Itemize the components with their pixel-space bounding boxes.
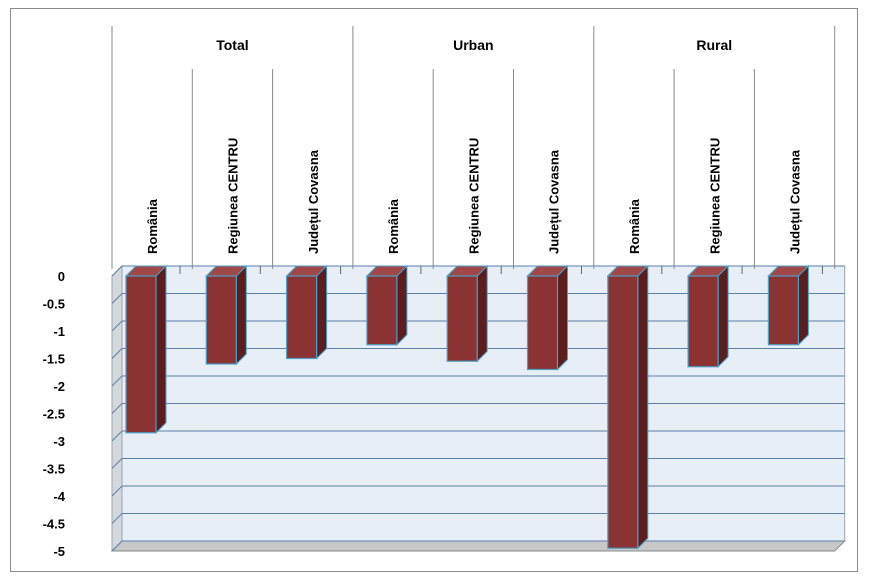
bar-rural-1: [606, 264, 650, 550]
y-tick-label: -1: [53, 324, 65, 339]
gridline: [111, 320, 845, 332]
gridline: [111, 485, 845, 497]
bar-front-face: [607, 275, 639, 549]
bar-front-face: [687, 275, 719, 368]
chart-floor: [110, 540, 846, 552]
bar-urban-2: [445, 264, 489, 363]
gridline: [111, 458, 845, 469]
bar-total-3: [285, 264, 328, 360]
gridline: [111, 265, 845, 277]
bar-total-1: [124, 264, 168, 434]
bar-rural-3: [767, 264, 810, 346]
bar-rural-2: [686, 264, 730, 368]
category-label: România: [145, 198, 160, 254]
chart-frame: Total Urban Rural România Regiunea CENTRU Jud…: [10, 8, 858, 572]
bar-side-face: [476, 264, 488, 363]
category-label: Regiunea CENTRU: [707, 138, 722, 254]
category-label: Regiunea CENTRU: [466, 138, 481, 254]
bar-total-2: [205, 264, 248, 366]
y-tick-label: -4.5: [43, 517, 65, 532]
gridline: [111, 293, 845, 304]
bar-side-face: [316, 264, 328, 360]
group-header-rural: Rural: [696, 37, 732, 53]
y-tick-label: -0.5: [43, 297, 65, 312]
bar-side-face: [557, 264, 568, 371]
category-label: Județul Covasna: [547, 149, 562, 254]
bar-front-face: [286, 275, 318, 360]
y-tick-label: 0: [58, 269, 65, 284]
gridline: [111, 348, 845, 359]
chart-svg: Total Urban Rural România Regiunea CENTRU Jud…: [43, 26, 846, 559]
bar-side-face: [396, 264, 408, 346]
y-tick-label: -3.5: [43, 462, 65, 477]
bar-side-face: [155, 264, 167, 434]
bar-urban-1: [365, 264, 409, 346]
group-header-urban: Urban: [453, 37, 493, 53]
chart-gridlines: [111, 265, 845, 552]
y-tick-label: -1.5: [43, 352, 65, 367]
bar-urban-3: [526, 264, 569, 371]
y-tick-label: -3: [53, 434, 65, 449]
bar-side-face: [235, 264, 247, 366]
bar-front-face: [366, 275, 398, 346]
category-label: Regiunea CENTRU: [225, 138, 240, 254]
category-header-table: Total Urban Rural România Regiunea CENTRU Jud…: [111, 26, 836, 269]
gridline: [111, 430, 845, 442]
gridline: [111, 540, 845, 552]
bar-front-face: [205, 275, 237, 365]
gridline: [111, 403, 845, 414]
y-tick-label: -2.5: [43, 407, 65, 422]
y-tick-label: -2: [53, 379, 65, 394]
gridline: [111, 513, 845, 524]
group-header-total: Total: [216, 37, 248, 53]
gridline: [111, 375, 845, 387]
bar-side-face: [797, 264, 809, 346]
bar-side-face: [717, 264, 729, 368]
y-axis-tick-labels: 0 -0.5 -1 -1.5 -2 -2.5 -3 -3.5 -4 -4.5 -5: [43, 269, 66, 559]
bar-front-face: [526, 275, 559, 371]
bar-front-face: [125, 275, 157, 434]
category-label: România: [627, 198, 642, 254]
bar-front-face: [767, 275, 800, 346]
category-label: România: [386, 198, 401, 254]
category-label: Județul Covasna: [788, 149, 803, 254]
bar-front-face: [446, 275, 478, 362]
chart-bars: [124, 264, 810, 550]
floor: [110, 540, 846, 552]
y-tick-label: -5: [53, 544, 65, 559]
bar-side-face: [637, 264, 649, 550]
y-tick-label: -4: [53, 489, 65, 504]
category-label: Județul Covasna: [306, 149, 321, 254]
